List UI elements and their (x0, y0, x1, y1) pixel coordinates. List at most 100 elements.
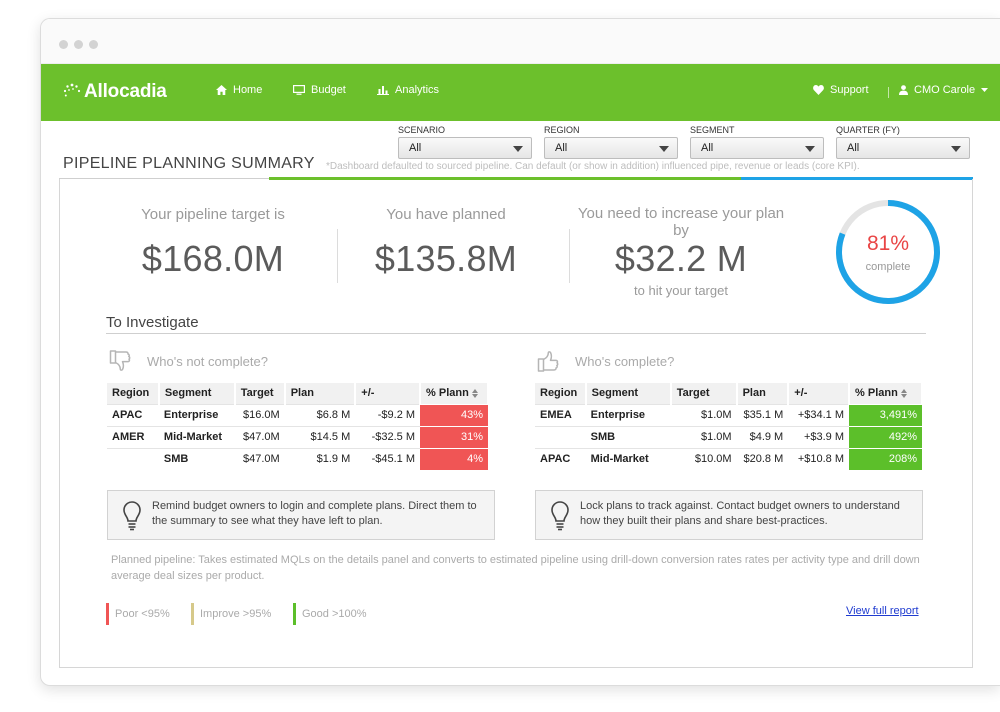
increase-sub: to hit your target (634, 283, 728, 298)
monitor-icon (293, 85, 305, 95)
cell-diff: -$45.1 M (355, 447, 421, 470)
nav-budget-label: Budget (311, 84, 346, 96)
complete-heading-text: Who's complete? (575, 353, 675, 369)
table-row[interactable]: AMER Mid-Market $47.0M $14.5 M -$32.5 M … (107, 425, 488, 448)
window-dot-minimize[interactable] (74, 40, 83, 49)
scenario-select-value: All (409, 142, 422, 154)
logo-burst-icon (63, 83, 81, 97)
cell-target: $47.0M (234, 425, 285, 448)
window-dot-close[interactable] (59, 40, 68, 49)
not-complete-heading: Who's not complete? (109, 349, 268, 373)
sort-icon (471, 388, 478, 398)
nav-support[interactable]: Support (813, 84, 869, 96)
col-region[interactable]: Region (535, 383, 587, 404)
allocadia-logo[interactable]: Allocadia (63, 76, 167, 108)
table-row[interactable]: APAC Enterprise $16.0M $6.8 M -$9.2 M 43… (107, 403, 488, 426)
target-label: Your pipeline target is (141, 206, 285, 223)
filter-quarter: QUARTER (FY) All (836, 123, 970, 159)
chevron-down-icon (981, 87, 989, 92)
bar-chart-icon (377, 86, 389, 95)
col-plan[interactable]: Plan (736, 383, 790, 404)
kpi-divider (337, 229, 338, 283)
filter-region: REGION All (544, 123, 678, 159)
nav-home[interactable]: Home (216, 84, 262, 96)
col-region[interactable]: Region (107, 383, 160, 404)
col-pct-planned-label: % Plann (855, 387, 898, 400)
legend-poor-swatch (106, 603, 109, 625)
cell-segment: Mid-Market (158, 425, 235, 448)
col-pct-planned[interactable]: % Plann (849, 383, 923, 404)
nav-support-label: Support (830, 84, 869, 96)
pipeline-footnote: Planned pipeline: Takes estimated MQLs o… (111, 554, 920, 582)
thumbs-down-icon (109, 350, 131, 371)
dropdown-caret-icon (805, 146, 815, 152)
cell-segment: Enterprise (585, 403, 671, 426)
cell-plan: $4.9 M (736, 425, 789, 448)
filter-quarter-label: QUARTER (FY) (836, 125, 900, 135)
page-title: PIPELINE PLANNING SUMMARY (63, 155, 315, 172)
not-complete-tip-text: Remind budget owners to login and comple… (152, 500, 477, 527)
col-target[interactable]: Target (234, 383, 286, 404)
col-pct-planned-label: % Plann (426, 387, 469, 400)
cell-segment: Enterprise (158, 403, 235, 426)
col-target[interactable]: Target (670, 383, 738, 404)
cell-target: $1.0M (670, 403, 737, 426)
table-row[interactable]: EMEA Enterprise $1.0M $35.1 M +$34.1 M 3… (535, 403, 922, 426)
table-row[interactable]: SMB $47.0M $1.9 M -$45.1 M 4% (107, 447, 488, 470)
cell-plan: $35.1 M (736, 403, 789, 426)
cell-diff: +$10.8 M (788, 447, 850, 470)
donut-progress-arc (836, 200, 940, 304)
title-accent-rule (59, 177, 973, 180)
cell-pct-poor: 4% (420, 447, 488, 470)
view-full-report-link[interactable]: View full report (846, 605, 919, 617)
cell-target: $1.0M (670, 425, 737, 448)
legend-good: Good >100% (293, 603, 367, 625)
target-value: $168.0M (141, 238, 285, 279)
dropdown-caret-icon (659, 146, 669, 152)
nav-user-menu[interactable]: CMO Carole (899, 84, 989, 96)
not-complete-tip: Remind budget owners to login and comple… (107, 490, 495, 540)
scenario-select[interactable]: All (398, 137, 532, 159)
planned-value: $135.8M (374, 238, 518, 279)
dashboard-note: *Dashboard defaulted to sourced pipeline… (326, 161, 860, 172)
nav-analytics[interactable]: Analytics (377, 84, 439, 96)
increase-value: $32.2 M (614, 238, 748, 279)
filter-region-label: REGION (544, 125, 580, 135)
legend-poor: Poor <95% (106, 603, 170, 625)
thumbs-up-icon (537, 351, 559, 372)
cell-target: $10.0M (670, 447, 737, 470)
region-select[interactable]: All (544, 137, 678, 159)
col-segment[interactable]: Segment (585, 383, 672, 404)
window-dot-maximize[interactable] (89, 40, 98, 49)
filter-scenario-label: SCENARIO (398, 125, 446, 135)
cell-plan: $6.8 M (284, 403, 356, 426)
cell-region: APAC (535, 447, 586, 470)
complete-table: Region Segment Target Plan +/- % Plann E… (535, 383, 923, 470)
cell-diff: -$9.2 M (355, 403, 421, 426)
col-plan[interactable]: Plan (284, 383, 357, 404)
completion-label: complete (865, 261, 911, 273)
cell-plan: $14.5 M (284, 425, 356, 448)
completion-percent: 81% (866, 232, 910, 255)
cell-target: $47.0M (234, 447, 285, 470)
heart-icon (813, 85, 824, 95)
col-pct-planned[interactable]: % Plann (420, 383, 489, 404)
not-complete-table: Region Segment Target Plan +/- % Plann A… (107, 383, 489, 470)
col-diff[interactable]: +/- (355, 383, 422, 404)
table-row[interactable]: SMB $1.0M $4.9 M +$3.9 M 492% (535, 425, 922, 448)
quarter-select-value: All (847, 142, 860, 154)
segment-select[interactable]: All (690, 137, 824, 159)
table-row[interactable]: APAC Mid-Market $10.0M $20.8 M +$10.8 M … (535, 447, 922, 470)
nav-divider (888, 87, 889, 98)
legend-improve: Improve >95% (191, 603, 271, 625)
filter-segment: SEGMENT All (690, 123, 824, 159)
cell-region: EMEA (535, 403, 586, 426)
nav-budget[interactable]: Budget (293, 84, 346, 96)
col-diff[interactable]: +/- (788, 383, 851, 404)
cell-region (107, 447, 159, 470)
legend-good-swatch (293, 603, 296, 625)
quarter-select[interactable]: All (836, 137, 970, 159)
col-segment[interactable]: Segment (158, 383, 236, 404)
cell-diff: +$3.9 M (788, 425, 850, 448)
increase-label: You need to increase your plan by (577, 205, 785, 239)
